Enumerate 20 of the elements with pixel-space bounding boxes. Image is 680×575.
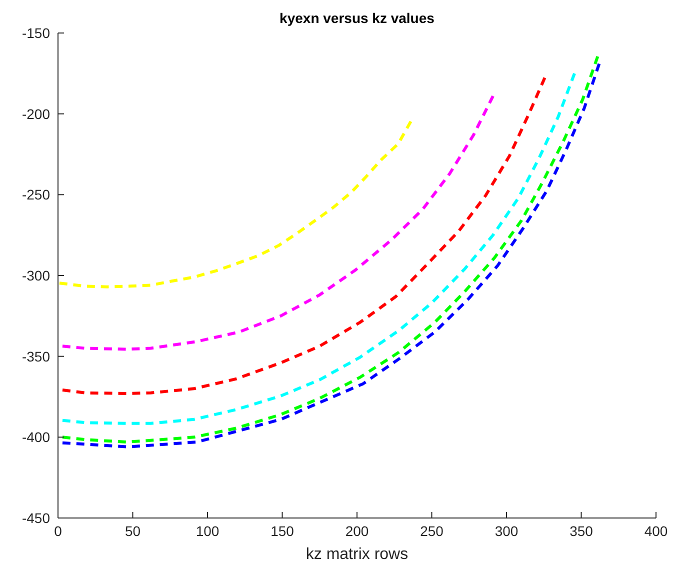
chart-title: kyexn versus kz values [280,10,435,26]
y-tick-label: -450 [22,510,50,526]
x-tick-label: 0 [54,523,62,539]
y-tick-label: -300 [22,268,50,284]
x-tick-label: 150 [270,523,294,539]
y-tick-label: -150 [22,25,50,41]
x-tick-label: 350 [570,523,594,539]
line-series [58,120,412,288]
x-axis-title: kz matrix rows [306,546,408,563]
y-tick-label: -350 [22,348,50,364]
x-tick-label: 100 [196,523,220,539]
y-tick-label: -200 [22,106,50,122]
y-tick-label: -250 [22,186,50,203]
x-tick-label: 50 [124,523,141,539]
x-tick-label: 400 [644,523,668,539]
x-tick-label: 200 [345,523,369,539]
x-tick-label: 300 [494,523,518,539]
x-tick-label: 250 [420,523,444,539]
line-series [60,94,495,351]
y-tick-label: -400 [22,429,50,446]
